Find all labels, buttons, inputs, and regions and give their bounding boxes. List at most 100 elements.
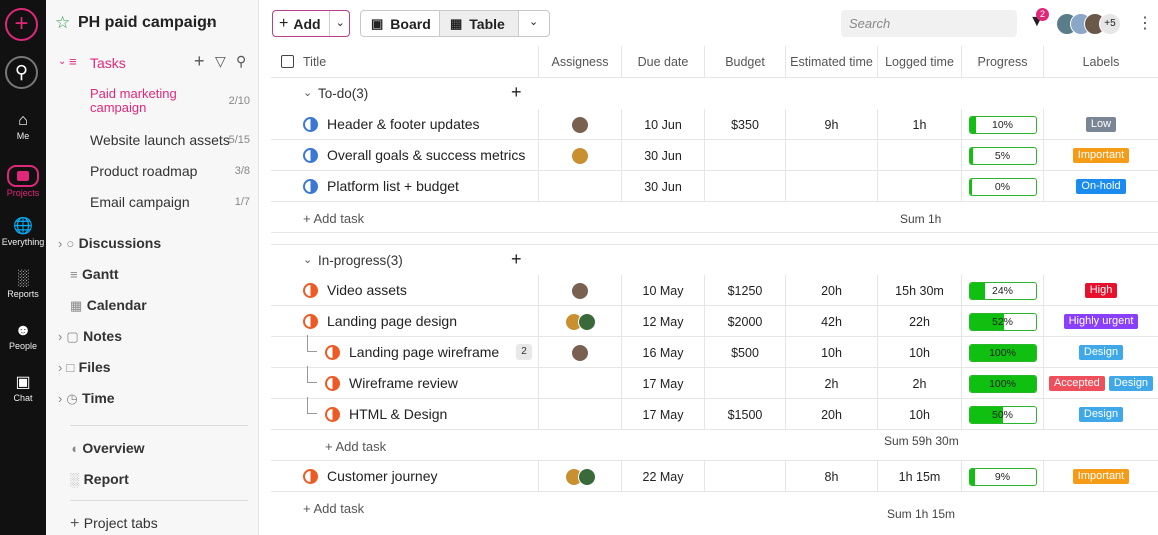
table-row[interactable]: Overall goals & success metrics 30 Jun 5% I… [271,140,1158,171]
estimated-time-cell[interactable] [785,171,877,202]
budget-cell[interactable]: $350 [704,109,785,140]
chevron-down-icon[interactable]: ⌄ [303,254,313,266]
labels-cell[interactable]: High [1043,275,1158,306]
due-date-cell[interactable]: 22 May [621,461,704,492]
logged-time-cell[interactable]: 1h 15m [877,461,961,492]
task-title[interactable]: Overall goals & success metrics [327,147,526,163]
logged-time-cell[interactable]: 10h [877,399,961,430]
filter-icon[interactable]: ▽ [215,53,226,69]
progress-cell[interactable]: 9% [961,461,1043,492]
estimated-time-cell[interactable]: 20h [785,399,877,430]
add-button[interactable]: + Add ⌄ [272,10,350,37]
in-progress-status-icon[interactable] [325,376,340,391]
progress-cell[interactable]: 100% [961,368,1043,399]
col-labels[interactable]: Labels [1043,46,1158,77]
task-title[interactable]: HTML & Design [349,406,448,422]
estimated-time-cell[interactable]: 8h [785,461,877,492]
budget-cell[interactable]: $1500 [704,399,785,430]
progress-cell[interactable]: 0% [961,171,1043,202]
select-all-checkbox[interactable] [281,55,294,68]
rail-people[interactable]: ☻ People [0,322,46,352]
due-date-cell[interactable]: 30 Jun [621,171,704,202]
in-progress-status-icon[interactable] [303,314,318,329]
labels-cell[interactable]: Low [1043,109,1158,140]
logged-time-cell[interactable] [877,171,961,202]
project-title[interactable]: PH paid campaign [78,14,217,31]
due-date-cell[interactable]: 16 May [621,337,704,368]
rail-everything[interactable]: 🌐 Everything [1,218,45,247]
sidebar-item-discussions[interactable]: › ○ Discussions [58,235,162,251]
table-row[interactable]: HTML & Design 17 May $1500 20h 10h 50% Design [271,397,1158,430]
due-date-cell[interactable]: 17 May [621,368,704,399]
budget-cell[interactable] [704,140,785,171]
col-logged-time[interactable]: Logged time [877,46,961,77]
sidebar-item-gantt[interactable]: ≡ Gantt [70,266,119,282]
due-date-cell[interactable]: 12 May [621,306,704,337]
sidebar-item-website-launch[interactable]: Website launch assets 5/15 [90,132,250,148]
assignee-cell[interactable] [538,399,621,430]
task-title[interactable]: Platform list + budget [327,178,459,194]
assignee-cell[interactable] [538,109,621,140]
labels-cell[interactable]: Accepted Design [1043,368,1158,399]
labels-cell[interactable]: Design [1043,399,1158,430]
rail-projects[interactable]: Projects [0,165,46,199]
progress-cell[interactable]: 50% [961,399,1043,430]
label-badge[interactable]: Low [1085,117,1117,132]
estimated-time-cell[interactable]: 2h [785,368,877,399]
project-tabs-button[interactable]: + Project tabs [70,515,158,532]
label-badge[interactable]: High [1084,283,1118,298]
progress-cell[interactable]: 24% [961,275,1043,306]
budget-cell[interactable]: $500 [704,337,785,368]
label-badge[interactable]: Design [1108,376,1154,391]
sidebar-item-notes[interactable]: › ▢ Notes [58,328,122,344]
sidebar-item-email-campaign[interactable]: Email campaign 1/7 [90,194,250,210]
due-date-cell[interactable]: 30 Jun [621,140,704,171]
table-row[interactable]: Landing page wireframe 2 16 May $500 10h 10h 1… [271,335,1158,368]
in-progress-status-icon[interactable] [303,469,318,484]
label-badge[interactable]: Accepted [1048,376,1105,391]
budget-cell[interactable] [704,171,785,202]
due-date-cell[interactable]: 10 May [621,275,704,306]
add-task-button[interactable]: + Add task [303,211,365,226]
due-date-cell[interactable]: 10 Jun [621,109,704,140]
logged-time-cell[interactable]: 10h [877,337,961,368]
in-progress-status-icon[interactable] [325,407,340,422]
add-task-button[interactable]: + Add task [303,501,365,516]
assignee-cell[interactable] [538,275,621,306]
search-input[interactable]: Search [841,10,1017,37]
col-estimated-time[interactable]: Estimated time [785,46,877,77]
budget-cell[interactable]: $1250 [704,275,785,306]
task-title[interactable]: Customer journey [327,468,438,484]
global-search-button[interactable]: ⚲ [5,56,38,89]
task-title[interactable]: Landing page design [327,313,458,329]
chevron-down-icon[interactable]: ⌄ [328,11,345,36]
sidebar-item-files[interactable]: › □ Files [58,359,111,375]
label-badge[interactable]: On-hold [1076,179,1126,194]
labels-cell[interactable]: On-hold [1043,171,1158,202]
add-task-plus-icon[interactable]: + [511,82,522,102]
add-list-icon[interactable]: + [194,51,205,71]
assignee-cell[interactable] [538,171,621,202]
chevron-down-icon[interactable]: ⌄ [204,15,215,29]
estimated-time-cell[interactable]: 42h [785,306,877,337]
task-title[interactable]: Wireframe review [349,375,458,391]
logged-time-cell[interactable]: 15h 30m [877,275,961,306]
label-badge[interactable]: Highly urgent [1063,314,1139,329]
rail-chat[interactable]: ▣ Chat [0,374,46,404]
in-progress-status-icon[interactable] [325,345,340,360]
label-badge[interactable]: Design [1078,345,1124,360]
label-badge[interactable]: Important [1072,148,1130,163]
sidebar-item-report[interactable]: ░ Report [70,471,129,487]
logged-time-cell[interactable] [877,140,961,171]
search-icon[interactable]: ⚲ [236,53,247,69]
col-assignees[interactable]: Assigness [538,46,621,77]
add-new-button[interactable]: + [5,8,38,41]
table-row[interactable]: Header & footer updates 10 Jun $350 9h 1h 10%… [271,109,1158,140]
col-title[interactable]: Title [303,54,327,69]
subtask-count-badge[interactable]: 2 [516,344,532,360]
budget-cell[interactable] [704,461,785,492]
table-row[interactable]: Platform list + budget 30 Jun 0% On-hold [271,171,1158,202]
add-task-plus-icon[interactable]: + [511,249,522,269]
labels-cell[interactable]: Highly urgent [1043,306,1158,337]
rail-reports[interactable]: ░ Reports [0,270,46,300]
